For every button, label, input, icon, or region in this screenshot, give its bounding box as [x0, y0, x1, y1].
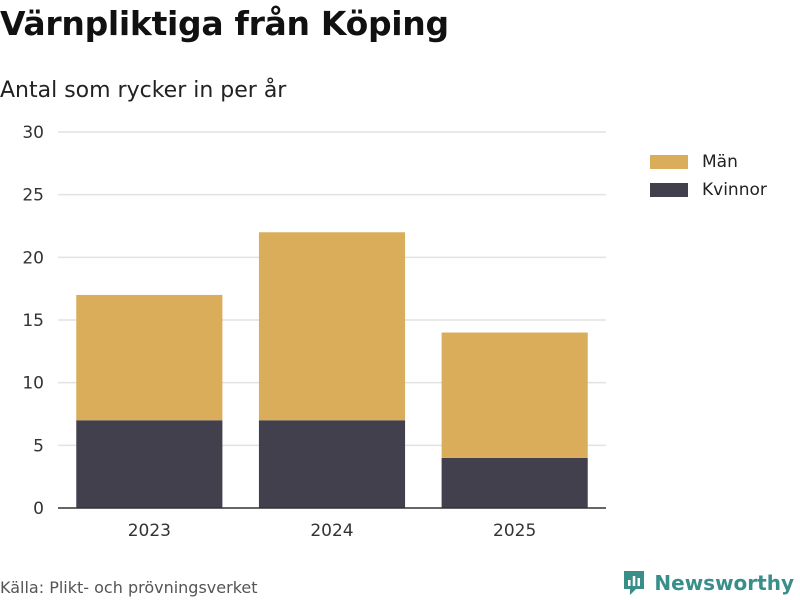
chart-title: Värnpliktiga från Köping	[0, 4, 449, 43]
x-tick-label-2025: 2025	[493, 521, 536, 541]
legend-item-man: Män	[650, 148, 767, 176]
chart-legend: Män Kvinnor	[650, 148, 767, 204]
bar-2023-kvinnor	[76, 420, 223, 508]
bar-2024-man	[258, 232, 406, 421]
bar-2025-kvinnor	[441, 457, 588, 508]
newsworthy-logo-icon	[624, 571, 645, 595]
bar-2023-man	[76, 294, 223, 421]
brand-logo[interactable]: Newsworthy	[622, 569, 794, 597]
x-tick-label-2023: 2023	[128, 521, 171, 541]
bar-2025-man	[441, 332, 588, 458]
legend-label-kvinnor: Kvinnor	[702, 180, 767, 200]
y-tick-label-25: 25	[22, 186, 44, 206]
legend-swatch-kvinnor	[650, 183, 688, 197]
y-tick-label-20: 20	[22, 248, 44, 268]
y-tick-label-0: 0	[33, 499, 44, 519]
legend-swatch-man	[650, 155, 688, 169]
y-tick-label-30: 30	[22, 123, 44, 143]
y-tick-label-5: 5	[33, 436, 44, 456]
x-tick-label-2024: 2024	[310, 521, 353, 541]
legend-item-kvinnor: Kvinnor	[650, 176, 767, 204]
brand-name: Newsworthy	[654, 571, 794, 595]
legend-label-man: Män	[702, 152, 738, 172]
y-tick-label-15: 15	[22, 311, 44, 331]
chart-subtitle: Antal som rycker in per år	[0, 78, 287, 103]
source-note: Källa: Plikt- och prövningsverket	[0, 578, 258, 597]
bar-2024-kvinnor	[258, 420, 406, 508]
y-tick-label-10: 10	[22, 374, 44, 394]
